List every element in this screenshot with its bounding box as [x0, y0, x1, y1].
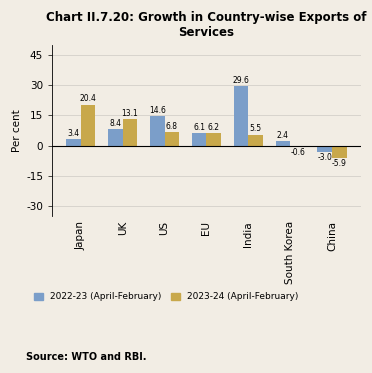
- Bar: [276, 141, 290, 146]
- Text: 14.6: 14.6: [149, 106, 166, 115]
- Bar: [150, 116, 164, 146]
- Text: 20.4: 20.4: [80, 94, 97, 103]
- Bar: [164, 132, 179, 146]
- Bar: [248, 135, 263, 146]
- Text: 29.6: 29.6: [232, 76, 250, 85]
- Title: Chart II.7.20: Growth in Country-wise Exports of
Services: Chart II.7.20: Growth in Country-wise Ex…: [46, 12, 367, 40]
- Text: 6.2: 6.2: [208, 123, 220, 132]
- Text: -3.0: -3.0: [317, 153, 332, 162]
- Bar: [290, 146, 305, 147]
- Y-axis label: Per cent: Per cent: [12, 109, 22, 152]
- Text: 6.8: 6.8: [166, 122, 178, 131]
- Text: 8.4: 8.4: [109, 119, 121, 128]
- Text: 6.1: 6.1: [193, 123, 205, 132]
- Text: 3.4: 3.4: [67, 129, 80, 138]
- Bar: [123, 119, 137, 146]
- Text: -5.9: -5.9: [332, 159, 347, 168]
- Bar: [108, 129, 123, 146]
- Bar: [234, 86, 248, 146]
- Bar: [81, 104, 96, 146]
- Text: 13.1: 13.1: [122, 109, 138, 118]
- Bar: [317, 146, 332, 152]
- Text: 2.4: 2.4: [277, 131, 289, 140]
- Text: -0.6: -0.6: [290, 148, 305, 157]
- Text: Source: WTO and RBI.: Source: WTO and RBI.: [26, 352, 147, 362]
- Bar: [66, 139, 81, 146]
- Bar: [192, 134, 206, 146]
- Text: 5.5: 5.5: [250, 124, 262, 134]
- Legend: 2022-23 (April-February), 2023-24 (April-February): 2022-23 (April-February), 2023-24 (April…: [31, 289, 302, 305]
- Bar: [206, 133, 221, 146]
- Bar: [332, 146, 347, 158]
